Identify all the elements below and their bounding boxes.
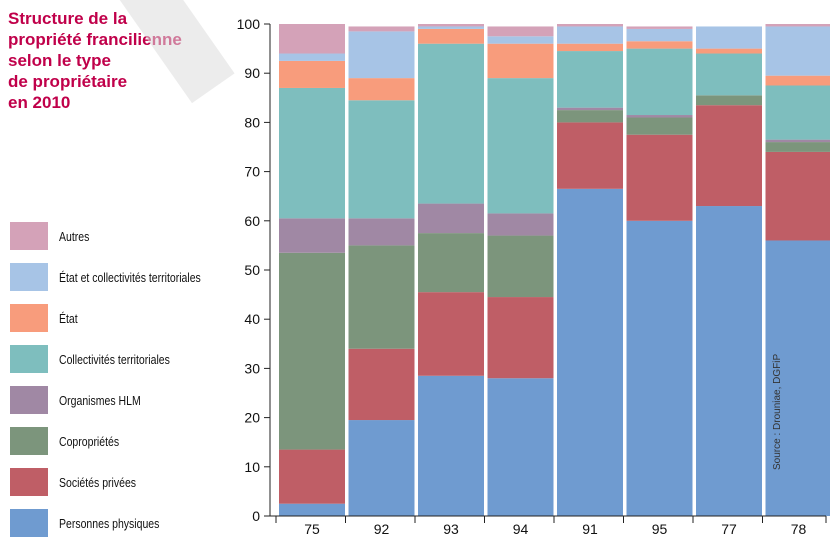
x-tick-label: 95	[652, 521, 668, 537]
y-tick-label: 100	[237, 16, 261, 32]
bar-segment	[279, 450, 345, 504]
bar-segment	[627, 49, 693, 115]
x-tick-label: 91	[582, 521, 598, 537]
bar-segment	[418, 44, 484, 204]
bar-segment	[696, 49, 762, 54]
bar-segment	[766, 24, 830, 26]
bar-segment	[488, 36, 554, 43]
bars-group	[279, 24, 830, 516]
x-tick-label: 78	[791, 521, 807, 537]
x-tick-label: 94	[513, 521, 529, 537]
bar-segment	[766, 142, 830, 152]
bar-segment	[557, 44, 623, 51]
bar-segment	[349, 100, 415, 218]
bar-segment	[627, 29, 693, 41]
bar-segment	[418, 292, 484, 376]
bar-segment	[627, 41, 693, 48]
bar-segment	[279, 24, 345, 54]
bar-segment	[488, 26, 554, 36]
bar-segment	[349, 349, 415, 420]
bar-segment	[696, 54, 762, 96]
bar-segment	[627, 26, 693, 28]
bar-segment	[349, 31, 415, 78]
bar-segment	[627, 117, 693, 134]
bar-segment	[418, 24, 484, 26]
bar-segment	[766, 26, 830, 75]
bar-segment	[488, 297, 554, 378]
bar-segment	[279, 253, 345, 450]
bar-segment	[418, 26, 484, 28]
bar-segment	[418, 204, 484, 234]
bar-segment	[349, 245, 415, 348]
bar-segment	[349, 78, 415, 100]
bar-segment	[488, 213, 554, 235]
bar-segment	[279, 218, 345, 252]
bar-segment	[696, 26, 762, 48]
y-tick-label: 80	[244, 114, 260, 130]
bar-segment	[488, 44, 554, 78]
bar-segment	[766, 76, 830, 86]
bar-segment	[279, 504, 345, 516]
y-tick-label: 50	[244, 262, 260, 278]
y-tick-label: 70	[244, 164, 260, 180]
y-tick-label: 90	[244, 65, 260, 81]
y-tick-label: 0	[252, 508, 260, 524]
y-tick-label: 60	[244, 213, 260, 229]
bar-segment	[557, 51, 623, 108]
bar-segment	[696, 206, 762, 516]
bar-segment	[418, 376, 484, 516]
bar-segment	[488, 236, 554, 298]
bar-segment	[279, 88, 345, 218]
bar-segment	[418, 29, 484, 44]
x-tick-label: 93	[443, 521, 459, 537]
bar-segment	[766, 140, 830, 142]
bar-segment	[488, 78, 554, 213]
bar-segment	[279, 61, 345, 88]
bar-segment	[696, 95, 762, 105]
y-tick-label: 20	[244, 410, 260, 426]
bar-segment	[627, 221, 693, 516]
bar-segment	[488, 378, 554, 516]
source-note: Source : Drouniae, DGFiP	[772, 354, 783, 470]
bar-segment	[557, 26, 623, 43]
bar-segment	[349, 218, 415, 245]
x-tick-label: 75	[304, 521, 320, 537]
x-tick-label: 77	[721, 521, 737, 537]
bar-segment	[557, 110, 623, 122]
bar-segment	[627, 115, 693, 117]
bar-segment	[557, 108, 623, 110]
y-tick-label: 40	[244, 311, 260, 327]
bar-segment	[557, 189, 623, 516]
y-tick-label: 10	[244, 459, 260, 475]
bar-segment	[557, 24, 623, 26]
bar-segment	[349, 26, 415, 31]
bar-segment	[627, 135, 693, 221]
bar-segment	[766, 86, 830, 140]
x-tick-label: 92	[374, 521, 390, 537]
x-axis: 75 92 93 94 91 95 77 78	[270, 516, 830, 537]
bar-segment	[279, 54, 345, 61]
bar-segment	[557, 122, 623, 188]
bar-segment	[349, 420, 415, 516]
bar-segment	[696, 105, 762, 206]
bar-segment	[418, 233, 484, 292]
y-axis: 0 10 20 30 40 50 60 70 80 90 100	[237, 16, 270, 524]
bar-segment	[766, 152, 830, 241]
y-tick-label: 30	[244, 360, 260, 376]
